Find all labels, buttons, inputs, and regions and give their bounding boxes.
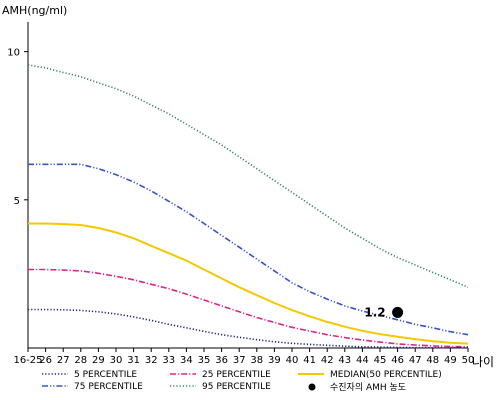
legend: 5 PERCENTILE 25 PERCENTILE MEDIAN(50 PERCE… bbox=[42, 370, 442, 393]
x-tick-label: 29 bbox=[92, 355, 105, 366]
x-tick-label: 37 bbox=[233, 355, 246, 366]
y-ticks: 5 10 bbox=[7, 48, 28, 207]
y-tick-label: 10 bbox=[7, 48, 20, 59]
series-lines bbox=[27, 64, 469, 349]
x-tick-label: 48 bbox=[426, 355, 439, 366]
legend-label: MEDIAN(50 PERCENTILE) bbox=[330, 370, 442, 380]
x-tick-label: 27 bbox=[57, 355, 70, 366]
x-tick-label: 50 bbox=[462, 355, 475, 366]
series-line-3 bbox=[28, 268, 469, 348]
legend-label: 75 PERCENTILE bbox=[74, 382, 143, 392]
axes bbox=[27, 22, 468, 349]
x-tick-label: 38 bbox=[250, 355, 263, 366]
series-line-1 bbox=[28, 163, 469, 336]
x-tick-label: 34 bbox=[180, 355, 193, 366]
y-axis-label: AMH(ng/ml) bbox=[2, 4, 67, 17]
patient-marker-dot bbox=[392, 306, 404, 318]
x-tick-label: 46 bbox=[391, 355, 404, 366]
x-tick-label: 49 bbox=[444, 355, 457, 366]
series-line-2 bbox=[28, 222, 469, 345]
x-tick-label: 32 bbox=[145, 355, 158, 366]
patient-marker: 1.2 bbox=[364, 305, 404, 319]
legend-marker-dot bbox=[308, 383, 316, 391]
legend-label: 95 PERCENTILE bbox=[202, 382, 271, 392]
legend-label: 5 PERCENTILE bbox=[74, 370, 137, 380]
x-tick-label: 42 bbox=[321, 355, 334, 366]
x-tick-label: 26 bbox=[39, 355, 52, 366]
x-tick-label: 36 bbox=[215, 355, 228, 366]
x-tick-label: 31 bbox=[127, 355, 140, 366]
x-tick-label: 44 bbox=[356, 355, 369, 366]
x-tick-label: 16-25 bbox=[13, 355, 42, 366]
legend-marker-label: 수진자의 AMH 농도 bbox=[330, 382, 406, 393]
x-tick-label: 41 bbox=[303, 355, 316, 366]
legend-label: 25 PERCENTILE bbox=[202, 370, 271, 380]
x-tick-label: 45 bbox=[374, 355, 387, 366]
x-tick-label: 35 bbox=[198, 355, 211, 366]
x-tick-label: 39 bbox=[268, 355, 281, 366]
series-line-0 bbox=[27, 64, 469, 288]
x-tick-label: 28 bbox=[74, 355, 87, 366]
x-tick-label: 47 bbox=[409, 355, 422, 366]
x-tick-label: 30 bbox=[110, 355, 123, 366]
x-tick-label: 43 bbox=[338, 355, 351, 366]
x-tick-label: 33 bbox=[162, 355, 175, 366]
x-tick-label: 40 bbox=[286, 355, 299, 366]
patient-marker-label: 1.2 bbox=[364, 305, 385, 319]
y-tick-label: 5 bbox=[14, 196, 20, 207]
x-axis-label: 나이 bbox=[472, 355, 494, 369]
